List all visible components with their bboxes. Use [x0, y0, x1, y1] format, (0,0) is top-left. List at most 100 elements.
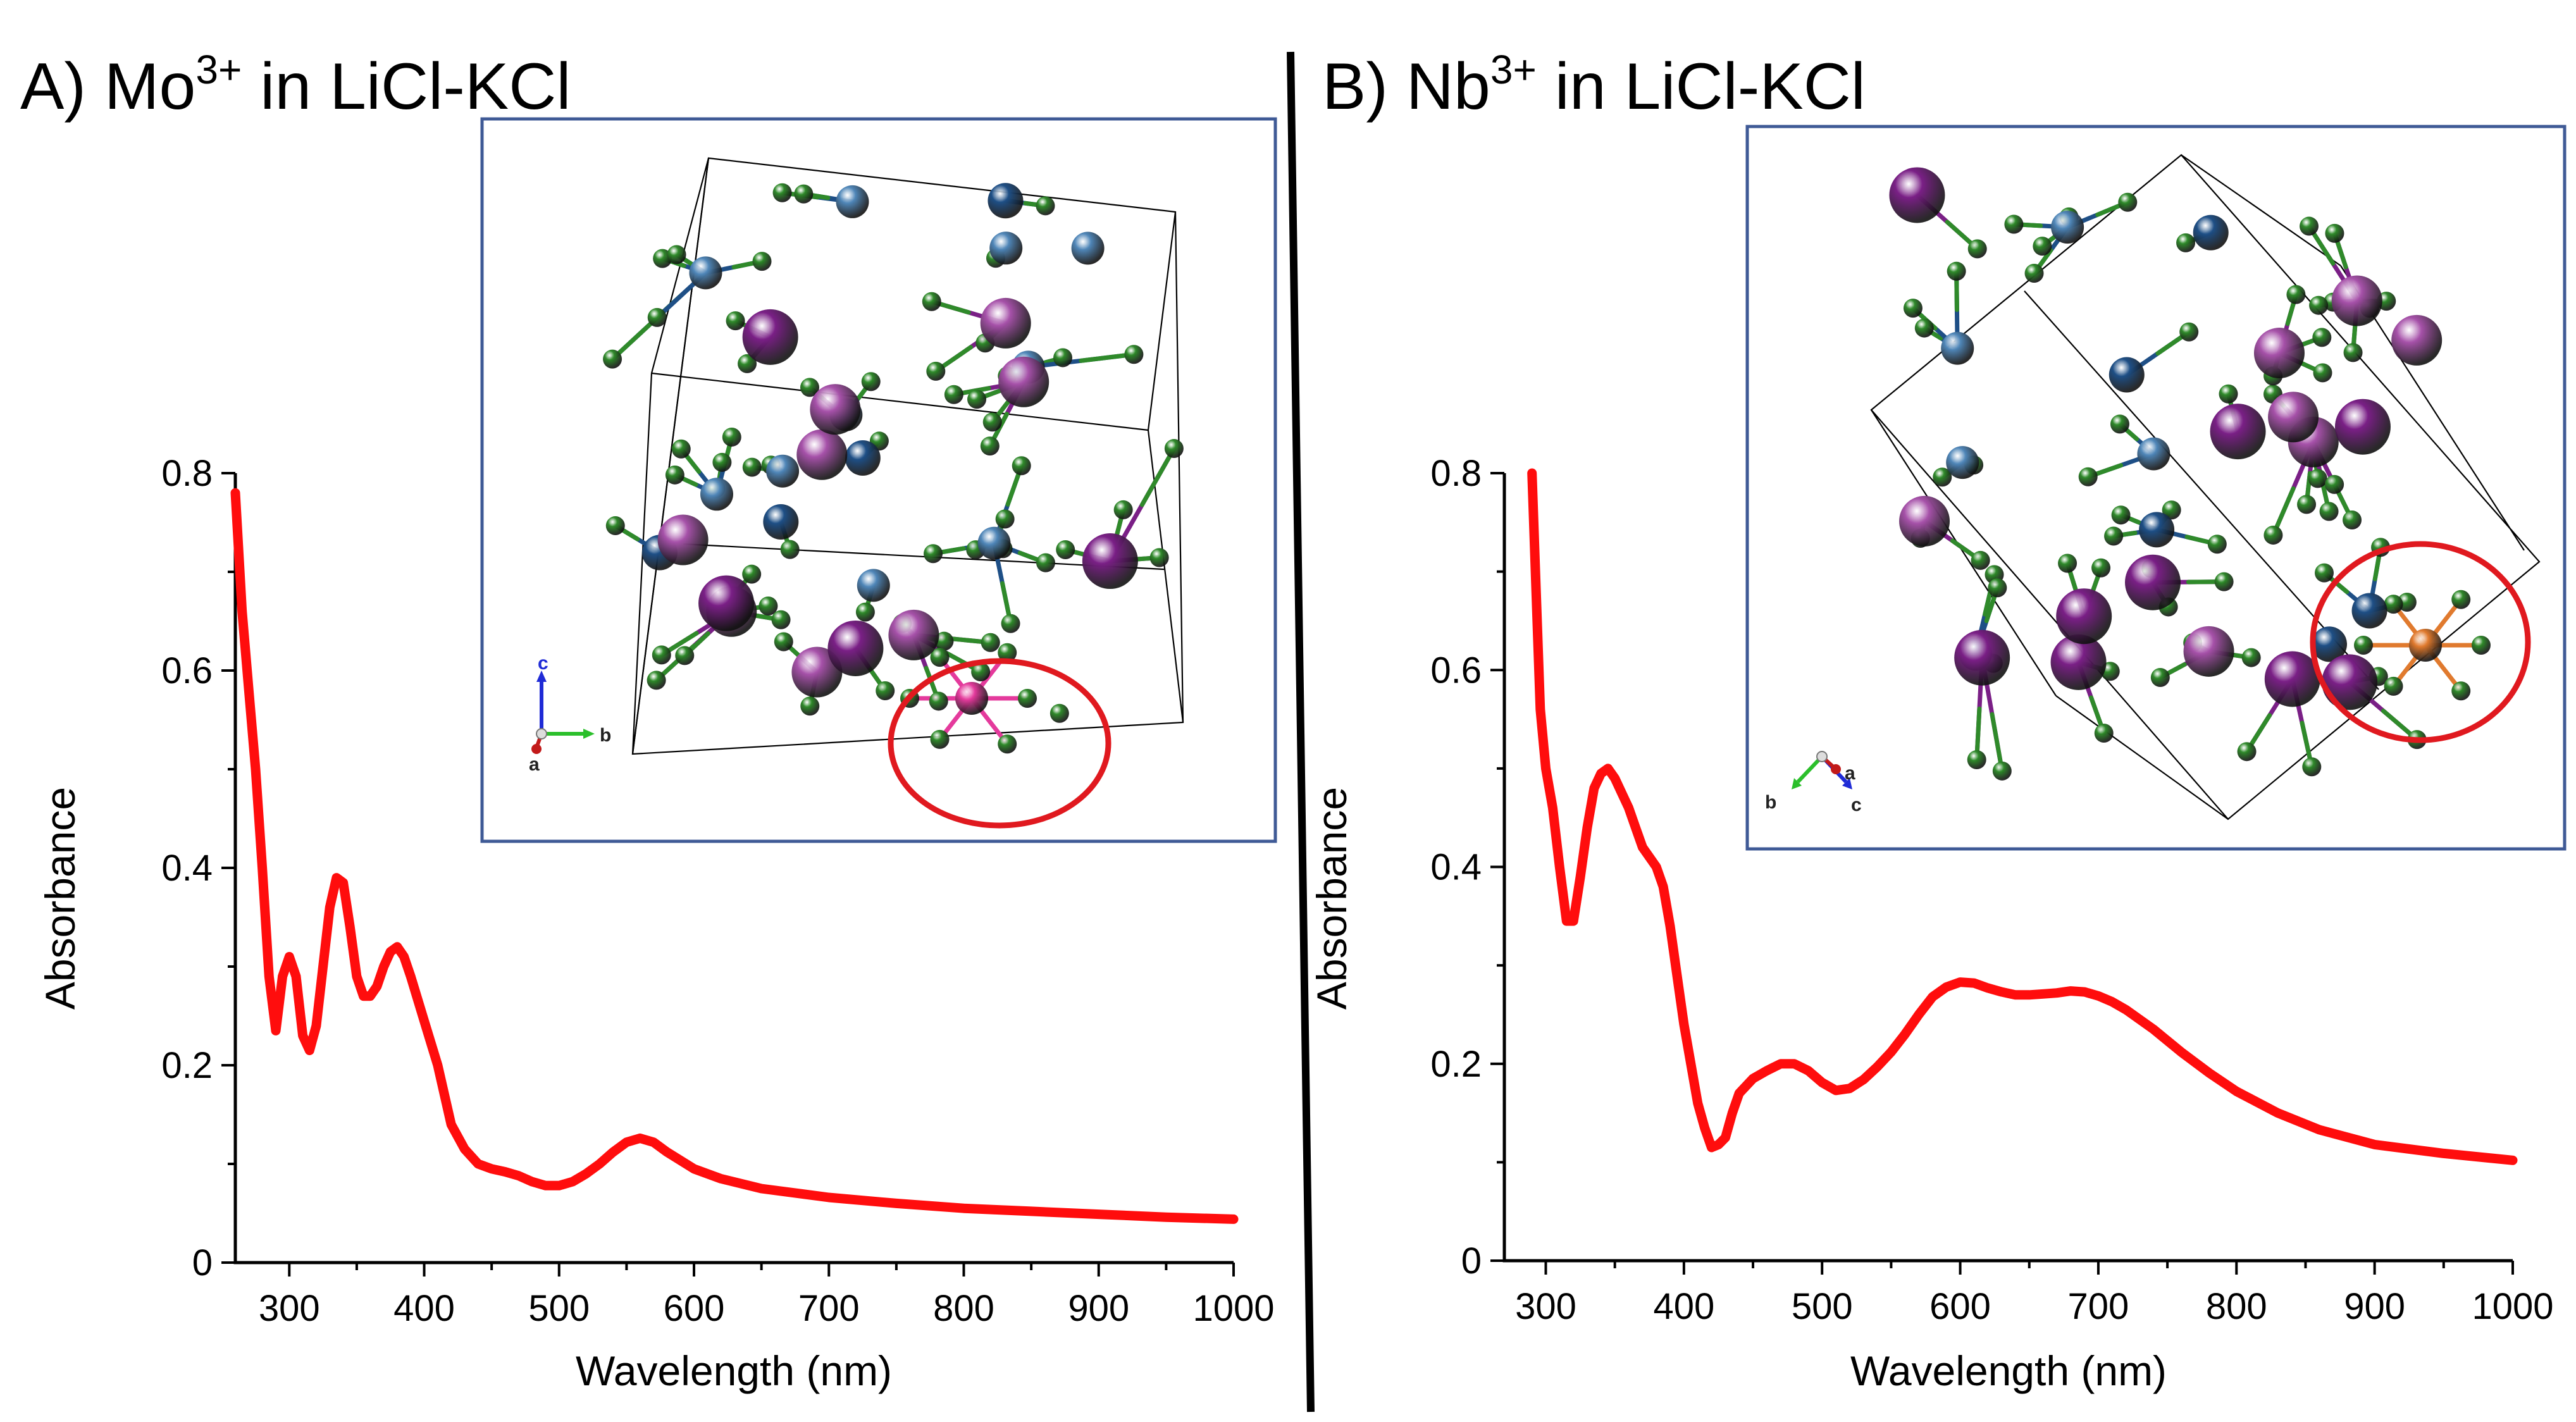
panel-a-x-tick-label: 800 [933, 1288, 994, 1329]
cl-atom [665, 465, 684, 485]
panel-a-x-tick-label: 500 [528, 1288, 590, 1329]
cl-atom [794, 184, 814, 204]
cl-atom [944, 385, 963, 404]
panel-b-plot: 00.20.40.60.8 300 400 500 600 700 800 900 1000 … [1308, 453, 2554, 1394]
cl-atom [998, 734, 1017, 754]
cl-atom [675, 646, 695, 665]
cl-atom [2308, 469, 2327, 488]
cl-atom [780, 540, 800, 559]
cl-atom [1903, 299, 1923, 318]
li-atom [977, 526, 1011, 560]
panel-a-title-suffix: in LiCl-KCl [242, 50, 571, 123]
panel-a-inset: c b a [480, 117, 1277, 843]
cl-atom [1018, 689, 1037, 708]
cl-atom [2384, 676, 2403, 696]
panel-divider [1287, 51, 1315, 1413]
li-atom [2139, 512, 2175, 548]
cl-atom [922, 292, 941, 311]
panel-a-y-tick-label: 0.2 [161, 1045, 213, 1086]
panel-b-highlight-ring [2310, 541, 2531, 743]
li-atom [988, 183, 1024, 219]
panel-b-y-tick-label: 0.2 [1430, 1044, 1482, 1085]
cl-atom [1113, 500, 1133, 519]
cl-atom [2162, 500, 2181, 520]
cl-atom [2319, 502, 2339, 521]
cl-atom [2207, 535, 2227, 554]
panel-a-series-line [230, 488, 1239, 1224]
k-atom [2183, 626, 2234, 677]
cl-atom [605, 516, 625, 536]
panel-b-x-tick-label: 1000 [2472, 1286, 2553, 1327]
panel-b-x-tick-label: 400 [1653, 1286, 1714, 1327]
cl-atom [800, 378, 819, 397]
cl-atom [2263, 525, 2283, 545]
cl-atom [667, 245, 686, 264]
cl-atom [2302, 757, 2322, 777]
panel-a-x-axis-title: Wavelength (nm) [576, 1347, 892, 1394]
panel-b: B) Nb3+ in LiCl-KCl 0 0.2 0.4 0.6 0.8 300 400… [1308, 47, 2567, 1394]
k-atom [2268, 392, 2319, 443]
k-atom [888, 609, 939, 660]
cl-atom [1001, 614, 1020, 633]
cl-atom [929, 691, 948, 711]
k-atom [810, 384, 861, 435]
k-atom [2253, 328, 2305, 379]
cl-atom [876, 681, 895, 701]
cl-atom [2300, 216, 2319, 236]
cl-atom [712, 452, 732, 472]
cl-atom [772, 183, 792, 202]
cl-atom [2104, 526, 2124, 546]
cl-atom [998, 643, 1017, 662]
cl-atom [2024, 264, 2044, 283]
k-atom [1899, 495, 1950, 547]
panel-b-title-prefix: B) Nb [1322, 50, 1490, 123]
cl-atom [1933, 467, 1952, 487]
k-atom [2125, 554, 2181, 610]
cl-atom [982, 412, 1002, 432]
li-atom [2108, 357, 2145, 393]
cl-atom [647, 307, 667, 327]
k-atom [2334, 399, 2391, 455]
cl-atom [1053, 348, 1073, 368]
panel-b-atoms [1889, 167, 2491, 781]
panel-a-axis-c-label: c [538, 653, 548, 674]
k-atom [742, 309, 798, 365]
panel-b-y-tick-label: 0.6 [1430, 650, 1482, 691]
li-atom [845, 440, 881, 476]
cl-atom [1124, 345, 1144, 364]
cl-atom [967, 390, 987, 409]
li-atom [836, 185, 869, 218]
panel-a-x-tick-label: 600 [664, 1288, 725, 1329]
cl-atom [722, 427, 741, 447]
cl-atom [1914, 318, 1934, 338]
panel-a-plot: 00.20.40.60.8 300 400 500 600 700 800 900 1000 … [37, 453, 1275, 1394]
panel-b-y-tick-label: 0 [1461, 1240, 1482, 1282]
cl-atom [774, 632, 793, 652]
cl-atom [742, 457, 762, 477]
cl-atom [2150, 668, 2170, 688]
k-atom [1889, 167, 1945, 223]
cl-atom [2058, 553, 2078, 573]
cl-atom [2343, 510, 2362, 530]
li-atom [2312, 626, 2348, 662]
k-atom [1082, 533, 1138, 590]
panel-a-y-tick-label: 0.8 [161, 453, 213, 494]
panel-b-x-ticks: 300 400 500 600 700 800 900 1000 [1515, 1261, 2554, 1327]
panel-b-y-tick-label: 0.8 [1430, 453, 1482, 494]
cl-atom [738, 354, 757, 373]
panel-b-inset-frame [1745, 125, 2567, 851]
panel-b-axis-b-label: b [1765, 792, 1776, 813]
cl-atom [1036, 196, 1055, 216]
panel-b-title-sup: 3+ [1490, 47, 1537, 92]
panel-b-title-suffix: in LiCl-KCl [1537, 50, 1866, 123]
k-atom [2056, 588, 2112, 645]
cl-atom [1012, 456, 1031, 476]
panel-b-x-tick-label: 600 [1929, 1286, 1991, 1327]
cl-atom [771, 610, 791, 629]
panel-a-x-tick-label: 700 [798, 1288, 860, 1329]
panel-a: A) Mo3+ in LiCl-KCl 0 0.2 0.4 0.6 0.8 300 400… [20, 47, 1277, 1394]
cl-atom [934, 631, 954, 651]
cl-atom [2078, 467, 2098, 486]
cl-atom [2286, 285, 2306, 304]
cl-atom [2472, 636, 2491, 655]
